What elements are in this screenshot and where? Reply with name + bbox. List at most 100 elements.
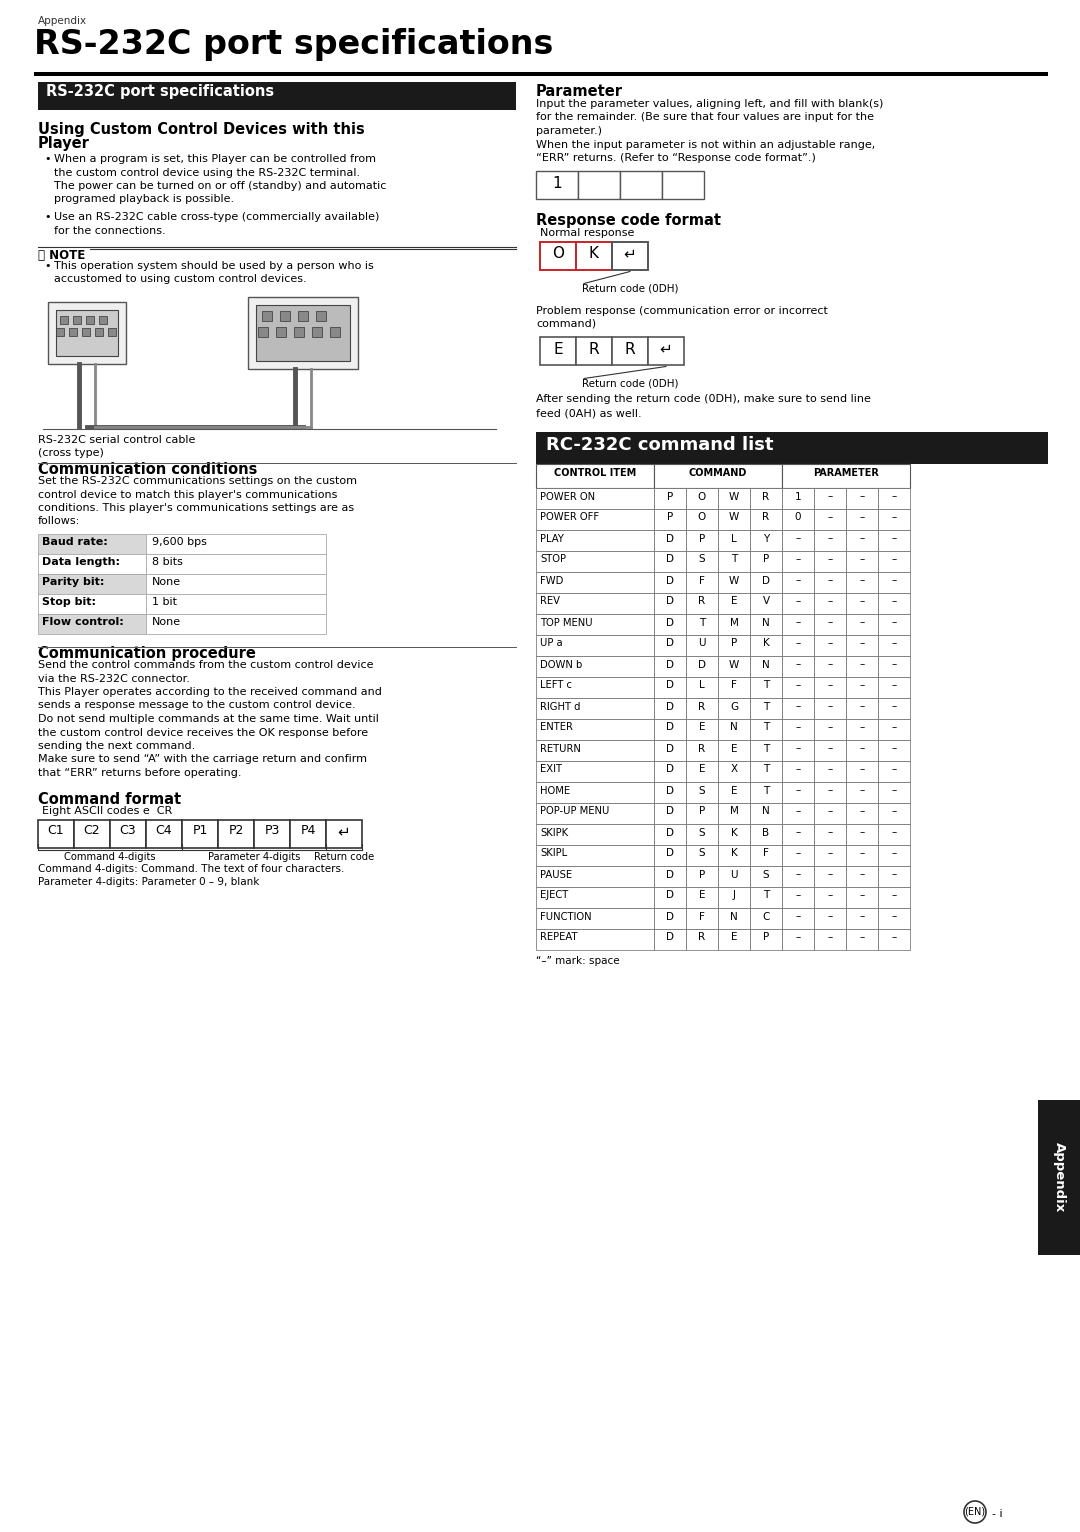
Bar bbox=[686, 634, 718, 656]
Bar bbox=[280, 311, 291, 322]
Bar bbox=[782, 907, 814, 928]
Text: P: P bbox=[762, 933, 769, 942]
Bar bbox=[312, 326, 322, 337]
Text: D: D bbox=[666, 786, 674, 795]
Text: W: W bbox=[729, 659, 739, 669]
Text: F: F bbox=[699, 912, 705, 922]
Text: –: – bbox=[860, 492, 865, 501]
Text: Problem response (communication error or incorrect: Problem response (communication error or… bbox=[536, 305, 828, 316]
Text: –: – bbox=[827, 870, 833, 879]
Text: –: – bbox=[860, 617, 865, 628]
Text: J: J bbox=[732, 890, 735, 901]
Bar bbox=[814, 634, 846, 656]
Bar bbox=[814, 697, 846, 719]
Text: for the remainder. (Be sure that four values are input for the: for the remainder. (Be sure that four va… bbox=[536, 112, 874, 123]
Text: –: – bbox=[795, 786, 800, 795]
Bar bbox=[536, 593, 654, 613]
Text: PAUSE: PAUSE bbox=[540, 870, 572, 879]
Bar bbox=[814, 656, 846, 677]
Text: D: D bbox=[666, 806, 674, 817]
Text: –: – bbox=[891, 617, 896, 628]
Text: Command format: Command format bbox=[38, 792, 181, 806]
Bar bbox=[750, 697, 782, 719]
Bar bbox=[718, 887, 750, 907]
Text: Y: Y bbox=[762, 533, 769, 544]
Text: –: – bbox=[827, 596, 833, 607]
Text: N: N bbox=[762, 806, 770, 817]
Bar bbox=[814, 844, 846, 866]
Text: –: – bbox=[795, 870, 800, 879]
Bar bbox=[718, 593, 750, 613]
Text: –: – bbox=[827, 827, 833, 838]
Bar bbox=[536, 634, 654, 656]
Text: K: K bbox=[731, 827, 738, 838]
Bar bbox=[846, 844, 878, 866]
Text: 8 bits: 8 bits bbox=[152, 558, 183, 567]
Bar bbox=[846, 866, 878, 887]
Text: the custom control device receives the OK response before: the custom control device receives the O… bbox=[38, 728, 368, 737]
Text: –: – bbox=[891, 639, 896, 648]
Text: command): command) bbox=[536, 319, 596, 329]
Bar bbox=[878, 760, 910, 781]
Bar bbox=[846, 656, 878, 677]
Bar bbox=[536, 530, 654, 550]
Text: 1: 1 bbox=[795, 492, 801, 501]
Text: Flow control:: Flow control: bbox=[42, 617, 124, 627]
Bar bbox=[878, 740, 910, 760]
Bar bbox=[536, 887, 654, 907]
Circle shape bbox=[49, 329, 57, 337]
Text: –: – bbox=[795, 849, 800, 858]
Bar bbox=[782, 634, 814, 656]
Bar bbox=[536, 844, 654, 866]
Text: –: – bbox=[827, 492, 833, 501]
Text: –: – bbox=[827, 576, 833, 585]
Bar bbox=[846, 907, 878, 928]
Bar bbox=[686, 677, 718, 697]
Bar bbox=[654, 613, 686, 634]
Bar bbox=[540, 242, 576, 270]
Text: –: – bbox=[891, 849, 896, 858]
Bar bbox=[718, 487, 750, 509]
Bar bbox=[750, 719, 782, 740]
Text: P: P bbox=[699, 806, 705, 817]
Bar bbox=[686, 781, 718, 803]
Bar bbox=[814, 613, 846, 634]
Bar bbox=[750, 844, 782, 866]
Text: P2: P2 bbox=[228, 824, 244, 838]
Bar bbox=[878, 844, 910, 866]
Text: Eight ASCII codes e  CR: Eight ASCII codes e CR bbox=[42, 806, 172, 815]
Bar bbox=[536, 509, 654, 530]
Bar bbox=[686, 866, 718, 887]
Text: –: – bbox=[891, 912, 896, 922]
Bar bbox=[814, 803, 846, 824]
Text: –: – bbox=[795, 806, 800, 817]
Text: N: N bbox=[762, 617, 770, 628]
Text: –: – bbox=[795, 596, 800, 607]
Bar bbox=[654, 907, 686, 928]
Circle shape bbox=[117, 329, 125, 337]
Text: F: F bbox=[731, 680, 737, 691]
Bar bbox=[878, 550, 910, 571]
Bar bbox=[536, 760, 654, 781]
Bar bbox=[686, 487, 718, 509]
Bar bbox=[718, 803, 750, 824]
Text: F: F bbox=[764, 849, 769, 858]
Bar bbox=[258, 326, 268, 337]
Bar bbox=[576, 242, 612, 270]
Text: D: D bbox=[666, 743, 674, 754]
Text: –: – bbox=[860, 786, 865, 795]
Text: EJECT: EJECT bbox=[540, 890, 568, 901]
Bar bbox=[718, 613, 750, 634]
Text: –: – bbox=[860, 890, 865, 901]
Text: –: – bbox=[891, 576, 896, 585]
Bar bbox=[38, 535, 146, 555]
Text: –: – bbox=[860, 513, 865, 522]
Text: Return code (0DH): Return code (0DH) bbox=[582, 378, 678, 389]
Bar bbox=[146, 820, 183, 847]
Text: SKIPK: SKIPK bbox=[540, 827, 568, 838]
Text: R: R bbox=[762, 492, 770, 501]
Text: E: E bbox=[553, 342, 563, 357]
Bar bbox=[782, 760, 814, 781]
Text: –: – bbox=[860, 596, 865, 607]
Text: R: R bbox=[699, 596, 705, 607]
